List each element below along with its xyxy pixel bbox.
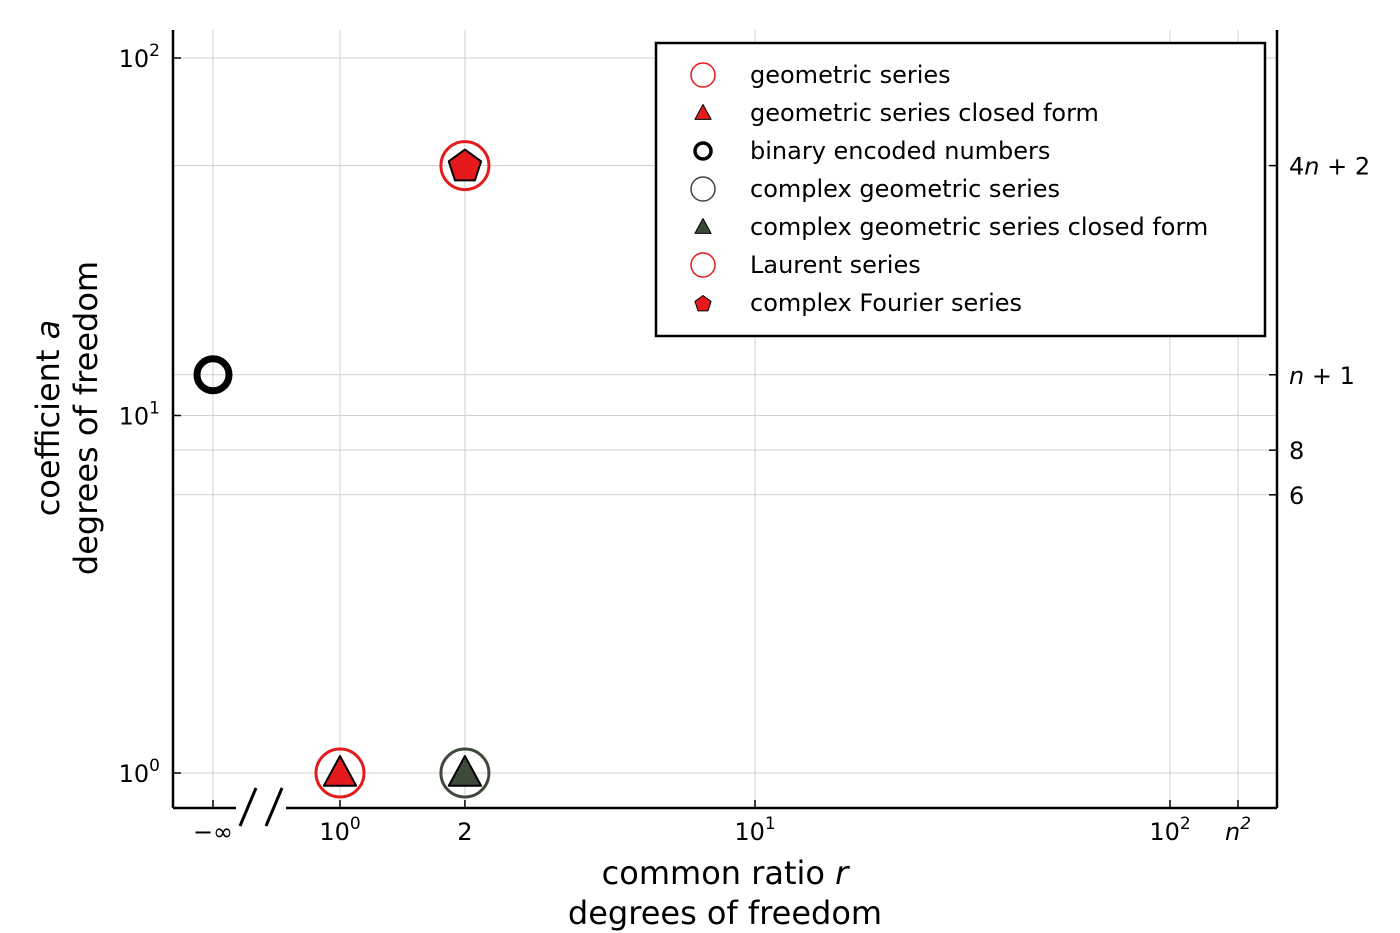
y-tick-label: 102: [119, 41, 160, 73]
legend-label: complex geometric series: [750, 175, 1060, 203]
legend-marker: [694, 104, 712, 120]
legend-marker: [693, 141, 713, 161]
legend-label: complex Fourier series: [750, 289, 1022, 317]
legend-marker: [690, 62, 716, 88]
data-point: [314, 747, 366, 799]
x-tick-label: 2: [457, 818, 472, 846]
legend-marker: [690, 252, 716, 278]
y-right-tick-label: 8: [1289, 437, 1304, 465]
legend-label: geometric series: [750, 61, 951, 89]
x-tick-label: −∞: [193, 818, 233, 846]
legend-label: Laurent series: [750, 251, 921, 279]
data-point: [193, 355, 233, 395]
legend-label: complex geometric series closed form: [750, 213, 1208, 241]
y-right-tick-label: n + 1: [1289, 362, 1355, 390]
legend-marker: [694, 295, 712, 312]
x-axis-title: common ratio r: [602, 854, 851, 892]
data-point: [439, 140, 491, 192]
legend: geometric series geometric series closed …: [654, 41, 1267, 338]
data-point: [447, 755, 483, 787]
axis-break-mark: [236, 787, 286, 827]
x-tick-label: 101: [734, 814, 775, 846]
x-tick-label: n2: [1225, 814, 1251, 846]
legend-label: binary encoded numbers: [750, 137, 1050, 165]
plot-frame: [171, 30, 1279, 827]
y-right-tick-label: 4n + 2: [1289, 153, 1370, 181]
tick-layer: −∞ 100 2 101 102 n2 100 101 102 6 8 n + 1 4n + 2: [119, 41, 1371, 846]
x-axis-subtitle: degrees of freedom: [568, 894, 882, 932]
legend-label: geometric series closed form: [750, 99, 1099, 127]
data-point: [322, 755, 358, 787]
legend-marker: [690, 176, 716, 202]
y-axis-title: coefficient a: [29, 320, 67, 517]
x-tick-label: 102: [1149, 814, 1190, 846]
legend-box: [654, 41, 1267, 338]
y-tick-label: 101: [119, 399, 160, 431]
legend-marker: [694, 218, 712, 234]
data-point: [447, 148, 483, 182]
data-point: [439, 747, 491, 799]
y-right-tick-label: 6: [1289, 482, 1304, 510]
marker-layer: [193, 140, 491, 799]
y-tick-label: 100: [119, 756, 160, 788]
x-tick-label: 100: [319, 814, 360, 846]
y-axis-subtitle: degrees of freedom: [67, 261, 105, 575]
